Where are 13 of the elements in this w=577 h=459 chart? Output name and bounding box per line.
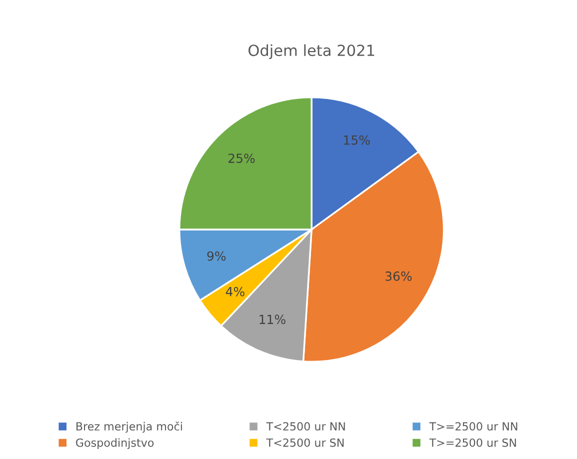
legend-label: T>=2500 ur NN [429,422,518,431]
legend-label: T<2500 ur SN [266,438,344,447]
data-label: 25% [228,154,255,164]
data-label: 4% [226,286,244,296]
data-label: 15% [344,135,370,145]
legend-label: Brez merjenja moči [76,421,182,433]
legend-label: T<2500 ur NN [266,422,345,431]
data-label: 9% [207,251,226,261]
data-label: 11% [260,314,286,324]
legend-label: T>=2500 ur SN [429,438,516,447]
legend-label: Gospodinjstvo [76,438,154,449]
data-label: 36% [386,271,412,281]
chart-title: Odjem leta 2021 [248,44,374,60]
